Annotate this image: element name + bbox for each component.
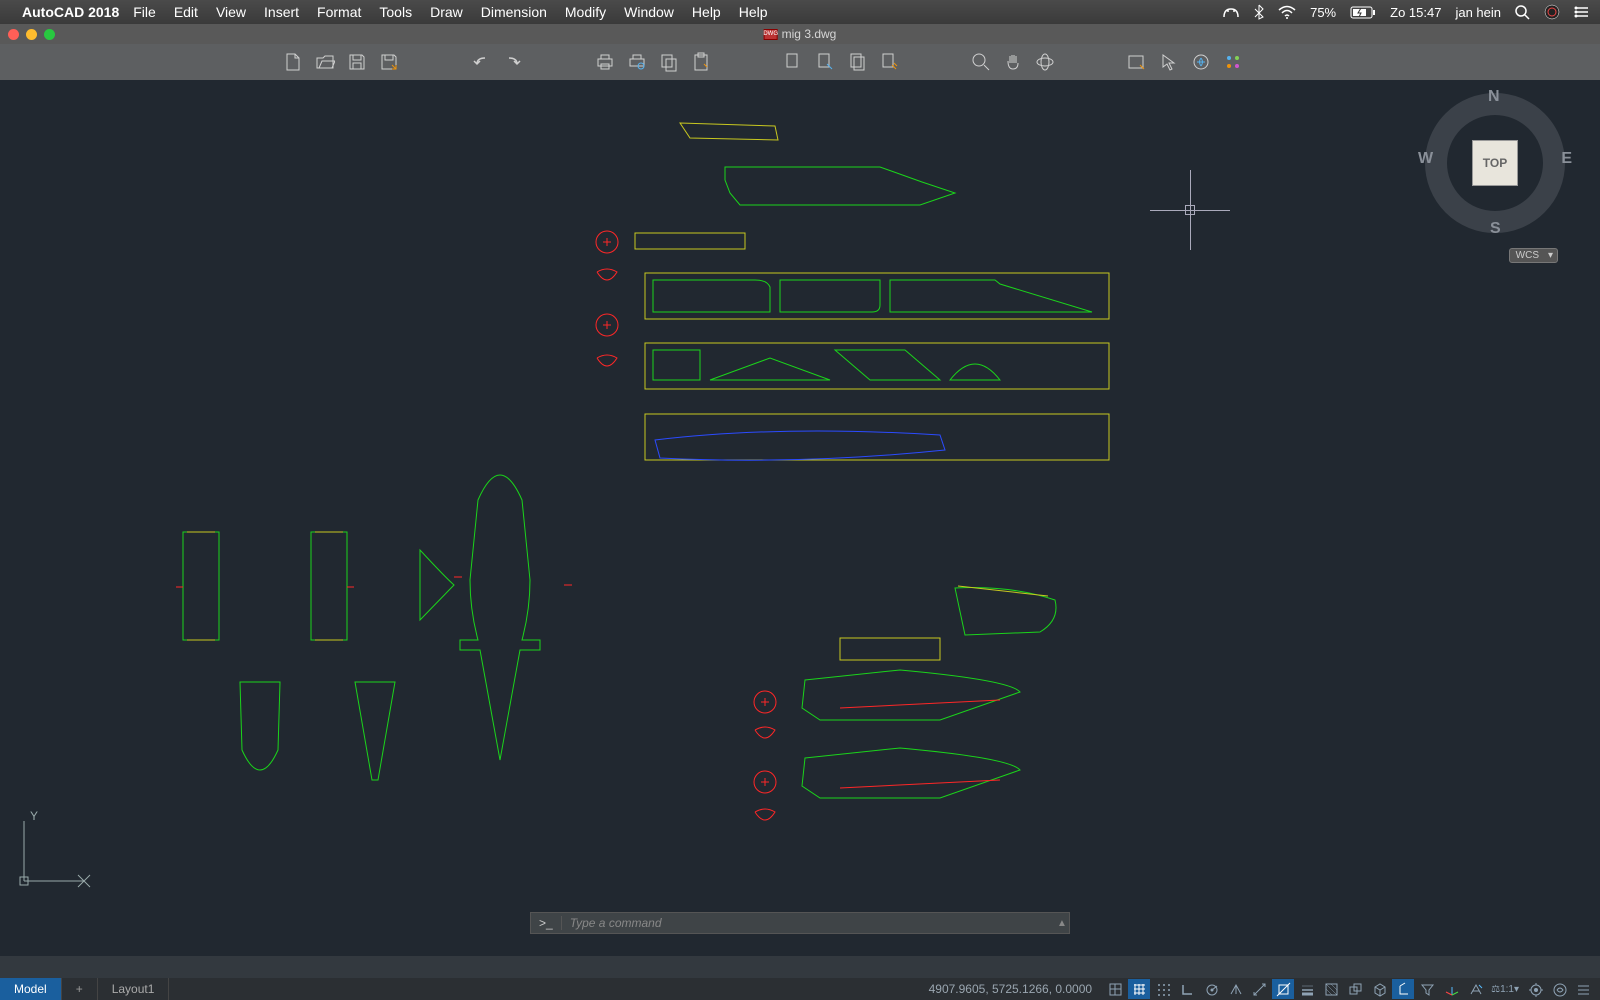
- drawing-canvas[interactable]: TOP N S W E WCS ▾ Y >_ Type a command ▲: [0, 80, 1600, 956]
- zoom-button[interactable]: [968, 49, 994, 75]
- gizmo-button[interactable]: [1440, 979, 1462, 999]
- coordinates: 4907.9605, 5725.1266, 0.0000: [919, 982, 1103, 996]
- lineweight-button[interactable]: [1296, 979, 1318, 999]
- dynamic-ucs-button[interactable]: [1392, 979, 1414, 999]
- notifications-icon[interactable]: [1574, 5, 1590, 19]
- main-toolbar: [0, 44, 1600, 80]
- menu-view[interactable]: View: [216, 4, 246, 20]
- cycling-button[interactable]: [1344, 979, 1366, 999]
- compass-w[interactable]: W: [1418, 150, 1433, 168]
- spotlight-icon[interactable]: [1515, 5, 1530, 20]
- menu-draw[interactable]: Draw: [430, 4, 463, 20]
- print-button[interactable]: [592, 49, 618, 75]
- menu-format[interactable]: Format: [317, 4, 361, 20]
- annotation-button[interactable]: [1464, 979, 1486, 999]
- menu-window[interactable]: Window: [624, 4, 674, 20]
- references-button[interactable]: [1124, 49, 1150, 75]
- malware-icon[interactable]: [1222, 5, 1240, 19]
- save-as-button[interactable]: [376, 49, 402, 75]
- menu-dimension[interactable]: Dimension: [481, 4, 547, 20]
- window-titlebar: DWG mig 3.dwg: [0, 24, 1600, 44]
- paste-button[interactable]: [688, 49, 714, 75]
- transparency-button[interactable]: [1320, 979, 1342, 999]
- otrack-button[interactable]: [1248, 979, 1270, 999]
- ortho-button[interactable]: [1176, 979, 1198, 999]
- ucs-icon: Y: [14, 811, 94, 896]
- orbit-button[interactable]: [1032, 49, 1058, 75]
- layout-tabs: Model + Layout1 4907.9605, 5725.1266, 0.…: [0, 978, 1600, 1000]
- open-file-button[interactable]: [312, 49, 338, 75]
- siri-icon[interactable]: [1544, 4, 1560, 20]
- customize-button[interactable]: [1572, 979, 1594, 999]
- osnap-button[interactable]: [1272, 979, 1294, 999]
- tab-layout1[interactable]: Layout1: [98, 978, 170, 1000]
- 3dosnap-button[interactable]: [1368, 979, 1390, 999]
- wifi-icon[interactable]: [1278, 5, 1296, 19]
- menu-edit[interactable]: Edit: [174, 4, 198, 20]
- cut-button[interactable]: [780, 49, 806, 75]
- command-line[interactable]: >_ Type a command ▲: [530, 912, 1070, 934]
- compass-e[interactable]: E: [1561, 150, 1572, 168]
- block-insert-button[interactable]: [812, 49, 838, 75]
- menu-help[interactable]: Help: [692, 4, 721, 20]
- save-button[interactable]: [344, 49, 370, 75]
- layer-button[interactable]: [844, 49, 870, 75]
- grid-button[interactable]: [1128, 979, 1150, 999]
- minimize-button[interactable]: [26, 29, 37, 40]
- viewcube[interactable]: TOP N S W E: [1420, 88, 1570, 238]
- copy-button[interactable]: [656, 49, 682, 75]
- menu-insert[interactable]: Insert: [264, 4, 299, 20]
- menu-help-2[interactable]: Help: [739, 4, 768, 20]
- undo-button[interactable]: [468, 49, 494, 75]
- dwg-icon: DWG: [764, 29, 778, 40]
- select-button[interactable]: [1156, 49, 1182, 75]
- cmd-prompt: >_: [531, 916, 562, 930]
- ucs-y-label: Y: [30, 809, 38, 823]
- isodraft-button[interactable]: [1224, 979, 1246, 999]
- xref-button[interactable]: [1188, 49, 1214, 75]
- battery-icon[interactable]: [1350, 6, 1376, 19]
- clock[interactable]: Zo 15:47: [1390, 5, 1441, 20]
- compass-n[interactable]: N: [1488, 88, 1500, 106]
- snap-button[interactable]: [1152, 979, 1174, 999]
- battery-pct: 75%: [1310, 5, 1336, 20]
- document-title: DWG mig 3.dwg: [764, 27, 837, 41]
- annotation-scale[interactable]: ⚖ 1:1 ▾: [1488, 979, 1522, 999]
- plot-preview-button[interactable]: [624, 49, 650, 75]
- app-name[interactable]: AutoCAD 2018: [22, 4, 119, 20]
- cmd-expand[interactable]: ▲: [1055, 918, 1069, 929]
- menu-tools[interactable]: Tools: [379, 4, 412, 20]
- hardware-accel-button[interactable]: [1548, 979, 1570, 999]
- tab-add[interactable]: +: [62, 978, 98, 1000]
- username[interactable]: jan hein: [1455, 5, 1501, 20]
- redo-button[interactable]: [500, 49, 526, 75]
- selection-filter-button[interactable]: [1416, 979, 1438, 999]
- status-bar: 4907.9605, 5725.1266, 0.0000 ⚖ 1:1 ▾: [919, 978, 1600, 1000]
- menu-file[interactable]: File: [133, 4, 156, 20]
- wcs-dropdown[interactable]: WCS ▾: [1509, 248, 1558, 263]
- mac-menubar: AutoCAD 2018 File Edit View Insert Forma…: [0, 0, 1600, 24]
- modelspace-button[interactable]: [1104, 979, 1126, 999]
- cmd-input[interactable]: Type a command: [562, 916, 1055, 930]
- compass-s[interactable]: S: [1490, 220, 1501, 238]
- drawing-content: [0, 80, 1600, 956]
- bluetooth-icon[interactable]: [1254, 4, 1264, 20]
- settings-button[interactable]: [1220, 49, 1246, 75]
- window-controls: [8, 29, 55, 40]
- viewcube-face[interactable]: TOP: [1472, 140, 1518, 186]
- workspace-button[interactable]: [1524, 979, 1546, 999]
- tab-model[interactable]: Model: [0, 978, 62, 1000]
- new-file-button[interactable]: [280, 49, 306, 75]
- pan-button[interactable]: [1000, 49, 1026, 75]
- menu-modify[interactable]: Modify: [565, 4, 606, 20]
- polar-button[interactable]: [1200, 979, 1222, 999]
- filename-label: mig 3.dwg: [782, 27, 837, 41]
- properties-button[interactable]: [876, 49, 902, 75]
- maximize-button[interactable]: [44, 29, 55, 40]
- close-button[interactable]: [8, 29, 19, 40]
